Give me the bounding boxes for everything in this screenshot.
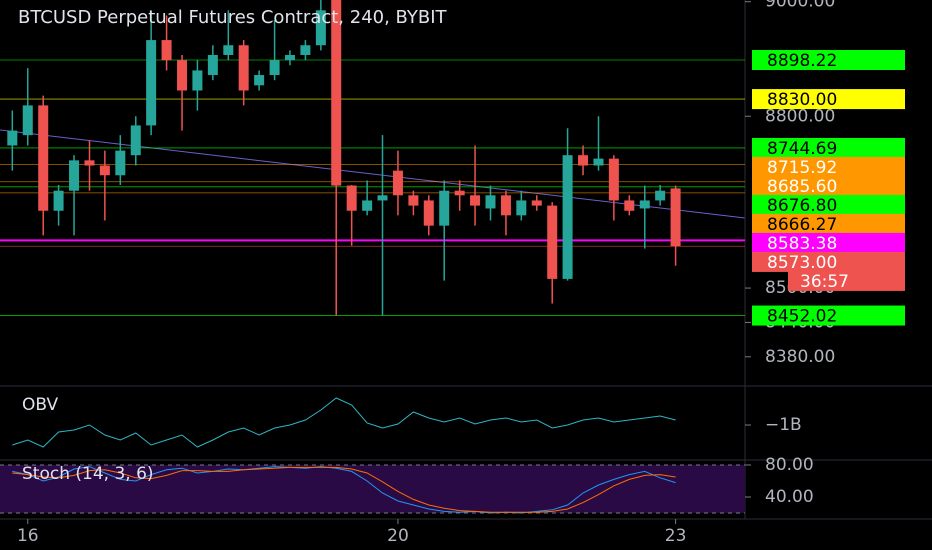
candle-body xyxy=(439,190,450,226)
candle-body xyxy=(423,200,434,226)
stoch-band xyxy=(0,465,745,513)
candle-body xyxy=(269,60,280,76)
candle-body xyxy=(562,155,573,279)
candle-body xyxy=(500,195,511,216)
trend-line xyxy=(0,129,746,219)
y-tick-label: 9000.00 xyxy=(765,0,835,12)
y-tick-label: 40.00 xyxy=(765,487,814,507)
candle-body xyxy=(377,195,388,201)
candle-body xyxy=(146,40,157,126)
price-label-box xyxy=(752,89,905,110)
price-label-box xyxy=(752,232,905,253)
candle-body xyxy=(516,200,527,216)
price-label: 8830.00 xyxy=(767,90,837,110)
price-label: 8573.00 xyxy=(767,253,837,273)
candle-body xyxy=(624,200,635,211)
price-label-box xyxy=(752,305,905,326)
price-label-box xyxy=(752,175,905,196)
candle-body xyxy=(69,160,80,191)
price-label: 8666.27 xyxy=(767,215,837,235)
candle-body xyxy=(547,205,558,279)
candle-body xyxy=(315,10,326,46)
candle-body xyxy=(38,105,49,211)
candle-body xyxy=(192,70,203,91)
candle-body xyxy=(223,45,234,55)
price-label: 8715.92 xyxy=(767,158,837,178)
candle-body xyxy=(238,45,249,91)
price-label-box xyxy=(752,251,905,272)
price-label: 8676.80 xyxy=(767,196,837,216)
candle-body xyxy=(84,160,95,166)
candle-body xyxy=(670,188,681,247)
candle-body xyxy=(578,155,589,166)
candle-body xyxy=(53,190,64,211)
y-tick-label: 80.00 xyxy=(765,455,814,475)
stoch-legend: Stoch (14, 3, 6) xyxy=(22,464,154,484)
candle-body xyxy=(408,195,419,206)
candle-body xyxy=(531,200,542,206)
candle-body xyxy=(331,0,342,186)
candle-body xyxy=(300,45,311,55)
chart-title: BTCUSD Perpetual Futures Contract, 240, … xyxy=(18,7,448,28)
plot-layer xyxy=(0,0,751,524)
countdown: 36:57 xyxy=(800,272,849,292)
candle-body xyxy=(115,150,126,176)
candle-body xyxy=(254,75,265,86)
candle-body xyxy=(130,125,141,156)
price-label-box xyxy=(752,50,905,71)
price-label-box xyxy=(752,156,905,177)
price-label: 8744.69 xyxy=(767,139,837,159)
candle-body xyxy=(593,158,604,166)
y-tick-label: 8800.00 xyxy=(765,106,835,126)
indicator-line xyxy=(12,466,676,514)
candle-body xyxy=(608,158,619,201)
price-label: 8583.38 xyxy=(767,234,837,254)
candle-body xyxy=(454,190,465,196)
x-tick-label: 16 xyxy=(17,526,39,546)
obv-legend: OBV xyxy=(22,395,59,415)
candle-body xyxy=(161,40,172,61)
price-label: 8898.22 xyxy=(767,51,837,71)
price-label-box xyxy=(752,213,905,234)
candle-body xyxy=(99,165,110,176)
candle-body xyxy=(346,185,357,211)
price-label: 8452.02 xyxy=(767,307,837,327)
candle-body xyxy=(22,105,33,136)
y-tick-label: 8380.00 xyxy=(765,347,835,367)
candle-body xyxy=(639,200,650,209)
candle-body xyxy=(284,54,295,61)
candle-body xyxy=(207,54,218,76)
y-tick-label: −1B xyxy=(765,415,802,435)
countdown-box xyxy=(788,270,905,291)
candle-body xyxy=(362,200,373,211)
candle-body xyxy=(177,60,188,91)
price-label-box xyxy=(752,194,905,215)
candle-body xyxy=(485,195,496,209)
price-label: 8685.60 xyxy=(767,177,837,197)
price-label-box xyxy=(752,137,905,158)
x-tick-label: 23 xyxy=(665,526,687,546)
candle-body xyxy=(470,195,481,206)
indicator-line xyxy=(12,466,676,513)
indicator-line xyxy=(12,397,676,448)
candle-body xyxy=(7,130,18,146)
candle-body xyxy=(655,190,666,201)
candle-body xyxy=(392,170,403,196)
x-tick-label: 20 xyxy=(387,526,409,546)
